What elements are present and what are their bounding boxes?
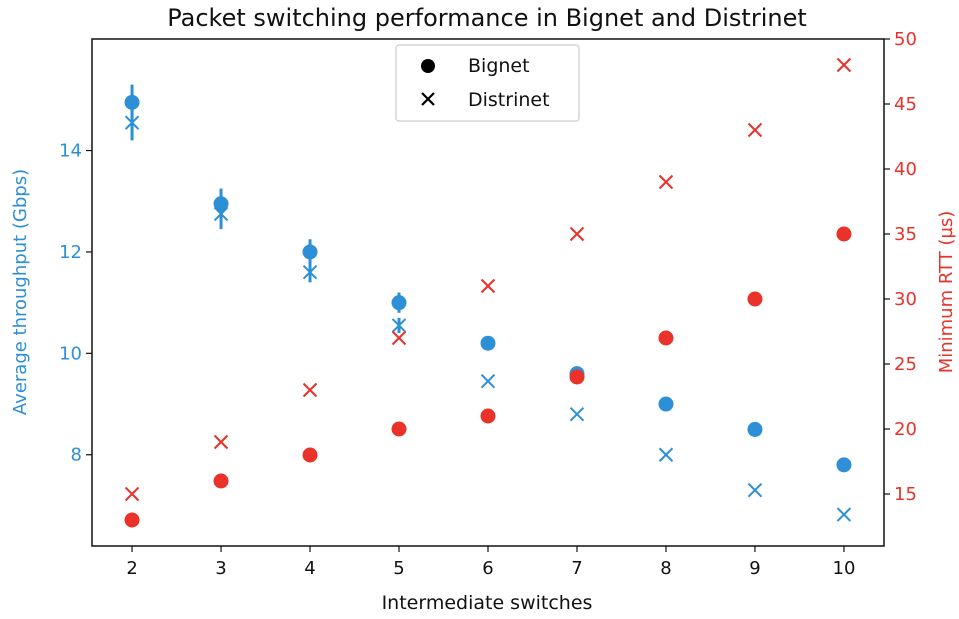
distrinet-rtt-point xyxy=(658,174,674,190)
y2-tick-label: 40 xyxy=(894,159,917,180)
y-tick-label: 12 xyxy=(59,242,82,263)
y2-tick-label: 50 xyxy=(894,29,917,50)
x-tick-label: 9 xyxy=(749,558,760,579)
distrinet-throughput-point-stroke xyxy=(480,374,496,389)
distrinet-throughput-point-stroke xyxy=(836,507,852,522)
bignet-rtt-point xyxy=(302,447,318,463)
distrinet-rtt-point xyxy=(124,486,140,502)
distrinet-throughput-point xyxy=(480,374,496,389)
x-tick-label: 10 xyxy=(833,558,856,579)
bignet-rtt-point xyxy=(391,421,407,437)
distrinet-rtt-point-stroke xyxy=(391,330,407,346)
distrinet-throughput-point xyxy=(213,206,229,222)
legend-label-distrinet: Distrinet xyxy=(468,89,550,111)
legend-box xyxy=(395,44,580,122)
distrinet-throughput-point-stroke xyxy=(747,483,763,498)
x-tick-label: 8 xyxy=(660,558,671,579)
distrinet-throughput-point xyxy=(391,318,407,333)
distrinet-rtt-point-stroke xyxy=(480,278,496,294)
distrinet-rtt-point-stroke xyxy=(302,382,318,398)
bignet-rtt-point xyxy=(213,473,229,489)
distrinet-rtt-point xyxy=(302,382,318,398)
distrinet-throughput-point xyxy=(658,447,674,462)
legend: Bignet Distrinet xyxy=(395,44,580,122)
distrinet-rtt-point xyxy=(480,278,496,294)
bignet-rtt-point xyxy=(836,226,852,242)
distrinet-throughput-point-stroke xyxy=(213,206,229,222)
distrinet-throughput-point xyxy=(747,483,763,498)
bignet-rtt-point xyxy=(747,291,763,307)
distrinet-throughput-point-stroke xyxy=(658,447,674,462)
distrinet-rtt-point-stroke xyxy=(836,57,852,73)
bignet-rtt-point xyxy=(658,330,674,346)
x-tick-label: 6 xyxy=(482,558,493,579)
distrinet-throughput-point-stroke xyxy=(569,406,585,422)
bignet-throughput-point xyxy=(836,457,852,473)
distrinet-throughput-point xyxy=(124,115,140,130)
y-tick-label: 14 xyxy=(59,141,82,162)
x-axis-label: Intermediate switches xyxy=(382,592,593,614)
distrinet-throughput-point-stroke xyxy=(302,265,318,280)
bignet-throughput-point xyxy=(391,295,407,311)
y2-tick-label: 15 xyxy=(894,484,917,505)
distrinet-rtt-point-stroke xyxy=(658,174,674,190)
distrinet-rtt-point-stroke xyxy=(124,486,140,502)
distrinet-rtt-point xyxy=(569,226,585,242)
y2-axis-label: Minimum RTT (µs) xyxy=(936,211,957,374)
bignet-throughput-point xyxy=(302,244,318,260)
distrinet-rtt-point xyxy=(836,57,852,73)
y-axis-label: Average throughput (Gbps) xyxy=(10,169,31,415)
distrinet-rtt-point-stroke xyxy=(569,226,585,242)
y2-tick-label: 30 xyxy=(894,289,917,310)
distrinet-throughput-point-stroke xyxy=(124,115,140,130)
distrinet-rtt-point-stroke xyxy=(213,434,229,450)
y2-tick-label: 35 xyxy=(894,224,917,245)
x-tick-label: 3 xyxy=(215,558,226,579)
y2-tick-label: 45 xyxy=(894,94,917,115)
distrinet-throughput-point-stroke xyxy=(391,318,407,333)
x-tick-label: 4 xyxy=(304,558,315,579)
bignet-throughput-point xyxy=(480,335,496,351)
y2-tick-label: 20 xyxy=(894,419,917,440)
distrinet-rtt-point xyxy=(747,122,763,138)
distrinet-throughput-point xyxy=(302,265,318,280)
bignet-rtt-point xyxy=(569,369,585,385)
distrinet-throughput-point xyxy=(836,507,852,522)
bignet-throughput-point xyxy=(658,396,674,412)
distrinet-rtt-point xyxy=(213,434,229,450)
y2-tick-label: 25 xyxy=(894,354,917,375)
legend-circle-marker xyxy=(421,59,435,73)
legend-label-bignet: Bignet xyxy=(468,55,530,77)
bignet-throughput-point xyxy=(747,421,763,437)
x-tick-label: 5 xyxy=(393,558,404,579)
distrinet-throughput-point xyxy=(569,406,585,422)
x-tick-label: 7 xyxy=(571,558,582,579)
bignet-rtt-point xyxy=(124,512,140,528)
y-tick-label: 10 xyxy=(59,343,82,364)
x-tick-label: 2 xyxy=(126,558,137,579)
legend-x-marker xyxy=(421,92,435,106)
bignet-rtt-point xyxy=(480,408,496,424)
distrinet-rtt-point-stroke xyxy=(747,122,763,138)
distrinet-rtt-point xyxy=(391,330,407,346)
bignet-throughput-point xyxy=(124,94,140,110)
chart-title: Packet switching performance in Bignet a… xyxy=(167,4,807,32)
y-tick-label: 8 xyxy=(71,445,82,466)
